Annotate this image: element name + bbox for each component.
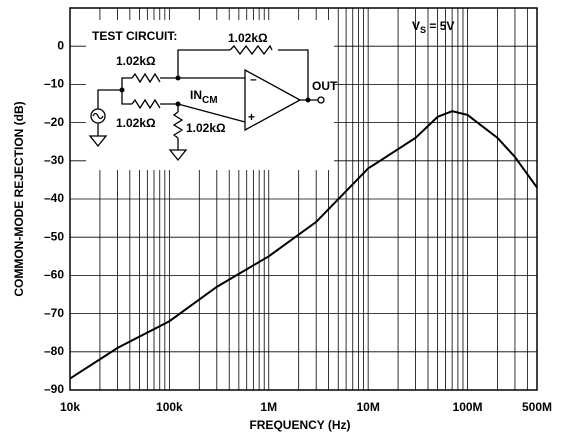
node bbox=[175, 75, 181, 81]
y-tick-label: –70 bbox=[44, 306, 64, 320]
ground-wires bbox=[88, 89, 188, 162]
supply-label: VS = 5V bbox=[412, 19, 454, 35]
output-terminal bbox=[317, 96, 325, 104]
circuit-title: TEST CIRCUIT: bbox=[92, 29, 177, 43]
resistor-label: 1.02kΩ bbox=[228, 31, 268, 45]
op-amp bbox=[244, 68, 302, 132]
node bbox=[305, 97, 311, 103]
y-tick-label: –30 bbox=[44, 153, 64, 167]
y-tick-label: –80 bbox=[44, 344, 64, 358]
x-axis-label: FREQUENCY (Hz) bbox=[249, 418, 350, 432]
resistor-label: 1.02kΩ bbox=[116, 116, 156, 130]
minus-label: – bbox=[250, 72, 257, 86]
resistor-label: 1.02kΩ bbox=[186, 121, 226, 135]
x-tick-label: 10M bbox=[356, 400, 379, 414]
x-tick-label: 100M bbox=[453, 400, 483, 414]
plus-label: + bbox=[248, 110, 255, 124]
plot-frame bbox=[69, 7, 538, 391]
y-tick-label: –20 bbox=[44, 115, 64, 129]
x-tick-label: 10k bbox=[60, 400, 80, 414]
node bbox=[175, 101, 181, 107]
circuit-background bbox=[86, 20, 334, 170]
y-tick-label: 0 bbox=[57, 38, 64, 52]
x-tick-label: 1M bbox=[260, 400, 277, 414]
output-label: OUT bbox=[312, 79, 338, 93]
line-series bbox=[69, 110, 538, 380]
resistor-label: 1.02kΩ bbox=[116, 54, 156, 68]
input-resistors bbox=[131, 72, 184, 139]
test-circuit: TEST CIRCUIT: – + 1.02kΩ 1.02kΩ 1.02kΩ 1… bbox=[86, 20, 338, 170]
y-axis-label: COMMON-MODE REJECTION (dB) bbox=[12, 101, 26, 296]
feedback-resistor bbox=[229, 44, 273, 56]
y-tick-label: –90 bbox=[44, 382, 64, 396]
y-tick-label: –60 bbox=[44, 268, 64, 282]
x-tick-label: 100k bbox=[156, 400, 183, 414]
y-tick-label: –10 bbox=[44, 77, 64, 91]
x-tick-label: 500M bbox=[522, 400, 552, 414]
y-tick-label: –50 bbox=[44, 229, 64, 243]
input-label: INCM bbox=[190, 88, 218, 105]
y-tick-label: –40 bbox=[44, 191, 64, 205]
feedback-wires bbox=[177, 49, 318, 101]
